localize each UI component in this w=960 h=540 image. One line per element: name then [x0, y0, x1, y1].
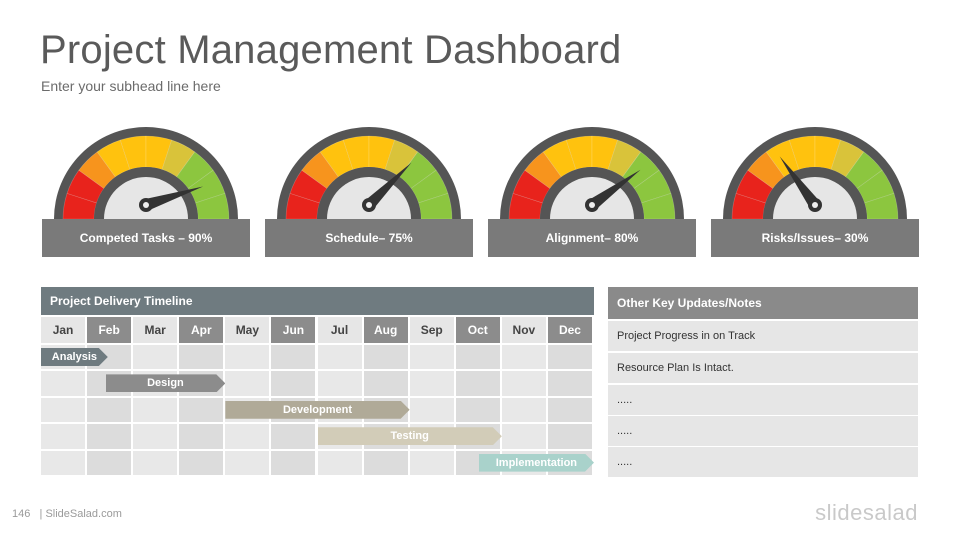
footer: 146 | SlideSalad.com — [12, 508, 122, 520]
gauge-completed-tasks: Competed Tasks – 90% — [42, 120, 250, 260]
month-nov: Nov — [501, 317, 546, 343]
project-delivery-timeline: Project Delivery Timeline Jan Feb Mar Apr Ma… — [41, 287, 594, 477]
slidesalad-logo: slidesalad — [815, 500, 918, 525]
timeline-cell — [225, 424, 270, 449]
timeline-cell — [363, 345, 408, 370]
timeline-cell — [133, 345, 178, 370]
timeline-cell — [455, 371, 500, 396]
month-sep: Sep — [409, 317, 454, 343]
timeline-cell — [87, 397, 132, 423]
timeline-cell — [271, 450, 316, 475]
timeline-title: Project Delivery Timeline — [41, 287, 594, 315]
note-item: Project Progress in on Track — [608, 321, 918, 351]
month-mar: Mar — [133, 317, 178, 343]
timeline-cell — [225, 450, 270, 475]
timeline-cell — [41, 371, 86, 396]
timeline-cell — [41, 424, 86, 449]
page-subhead: Enter your subhead line here — [41, 78, 221, 94]
month-jul: Jul — [317, 317, 362, 343]
gauge-label: Competed Tasks – 90% — [42, 219, 250, 257]
note-item: Resource Plan Is Intact. — [608, 353, 918, 383]
month-feb: Feb — [87, 317, 132, 343]
month-aug: Aug — [363, 317, 408, 343]
notes-title: Other Key Updates/Notes — [608, 287, 918, 319]
timeline-cell — [271, 424, 316, 449]
timeline-cell — [501, 371, 546, 396]
gauge-label: Alignment– 80% — [488, 219, 696, 257]
timeline-cell — [409, 371, 454, 396]
timeline-cell — [271, 371, 316, 396]
timeline-cell — [409, 397, 454, 423]
gauge-needle-cap — [812, 202, 818, 208]
timeline-cell — [547, 371, 592, 396]
timeline-cell — [271, 345, 316, 370]
timeline-cell — [133, 397, 178, 423]
timeline-cell — [501, 424, 546, 449]
gauge-alignment: Alignment– 80% — [488, 120, 696, 260]
timeline-cell — [41, 450, 86, 475]
timeline-cell — [133, 450, 178, 475]
gauge-dial — [277, 127, 461, 220]
gauge-risks-issues: Risks/Issues– 30% — [711, 120, 919, 260]
timeline-cell — [409, 450, 454, 475]
gauge-needle-cap — [143, 202, 149, 208]
month-may: May — [225, 317, 270, 343]
gauge-dial — [500, 127, 684, 220]
timeline-cell — [41, 397, 86, 423]
note-item: ..... — [608, 385, 918, 415]
task-bar-testing: Testing — [318, 427, 502, 445]
gauge-needle — [364, 162, 412, 210]
month-dec: Dec — [547, 317, 592, 343]
task-bar-design: Design — [106, 374, 226, 392]
timeline-cell — [87, 450, 132, 475]
timeline-cell — [363, 450, 408, 475]
timeline-cell — [179, 424, 224, 449]
task-bar-development: Development — [225, 401, 409, 419]
note-item: ..... — [608, 447, 918, 477]
note-item: ..... — [608, 416, 918, 446]
month-oct: Oct — [455, 317, 500, 343]
gauge-needle — [144, 186, 204, 211]
gauge-needle-cap — [589, 202, 595, 208]
timeline-grid: Analysis Design Development Testing Implemen… — [41, 345, 594, 477]
gauge-schedule: Schedule– 75% — [265, 120, 473, 260]
timeline-cell — [225, 345, 270, 370]
page-number: 146 — [12, 508, 31, 520]
month-jan: Jan — [41, 317, 86, 343]
timeline-months: Jan Feb Mar Apr May Jun Jul Aug Sep Oct Nov Dec — [41, 317, 594, 343]
footer-source: | SlideSalad.com — [39, 508, 122, 520]
timeline-cell — [87, 424, 132, 449]
timeline-cell — [455, 397, 500, 423]
timeline-cell — [179, 345, 224, 370]
timeline-cell — [455, 345, 500, 370]
timeline-cell — [317, 371, 362, 396]
timeline-cell — [547, 345, 592, 370]
gauge-needle — [779, 156, 820, 209]
gauge-needle-cap — [366, 202, 372, 208]
key-updates-panel: Other Key Updates/Notes Project Progress… — [608, 287, 918, 477]
timeline-cell — [501, 345, 546, 370]
task-bar-implementation: Implementation — [479, 454, 594, 472]
timeline-cell — [547, 397, 592, 423]
gauge-label: Schedule– 75% — [265, 219, 473, 257]
month-apr: Apr — [179, 317, 224, 343]
timeline-cell — [317, 450, 362, 475]
gauge-dial — [723, 127, 907, 220]
gauge-dial — [54, 127, 238, 220]
timeline-cell — [179, 450, 224, 475]
timeline-cell — [363, 371, 408, 396]
timeline-cell — [547, 424, 592, 449]
task-bar-analysis: Analysis — [41, 348, 108, 366]
timeline-cell — [501, 397, 546, 423]
timeline-cell — [225, 371, 270, 396]
gauge-label: Risks/Issues– 30% — [711, 219, 919, 257]
timeline-cell — [409, 345, 454, 370]
timeline-cell — [133, 424, 178, 449]
page-title: Project Management Dashboard — [40, 28, 622, 72]
timeline-cell — [317, 345, 362, 370]
timeline-cell — [179, 397, 224, 423]
gauge-needle — [588, 169, 641, 210]
month-jun: Jun — [271, 317, 316, 343]
